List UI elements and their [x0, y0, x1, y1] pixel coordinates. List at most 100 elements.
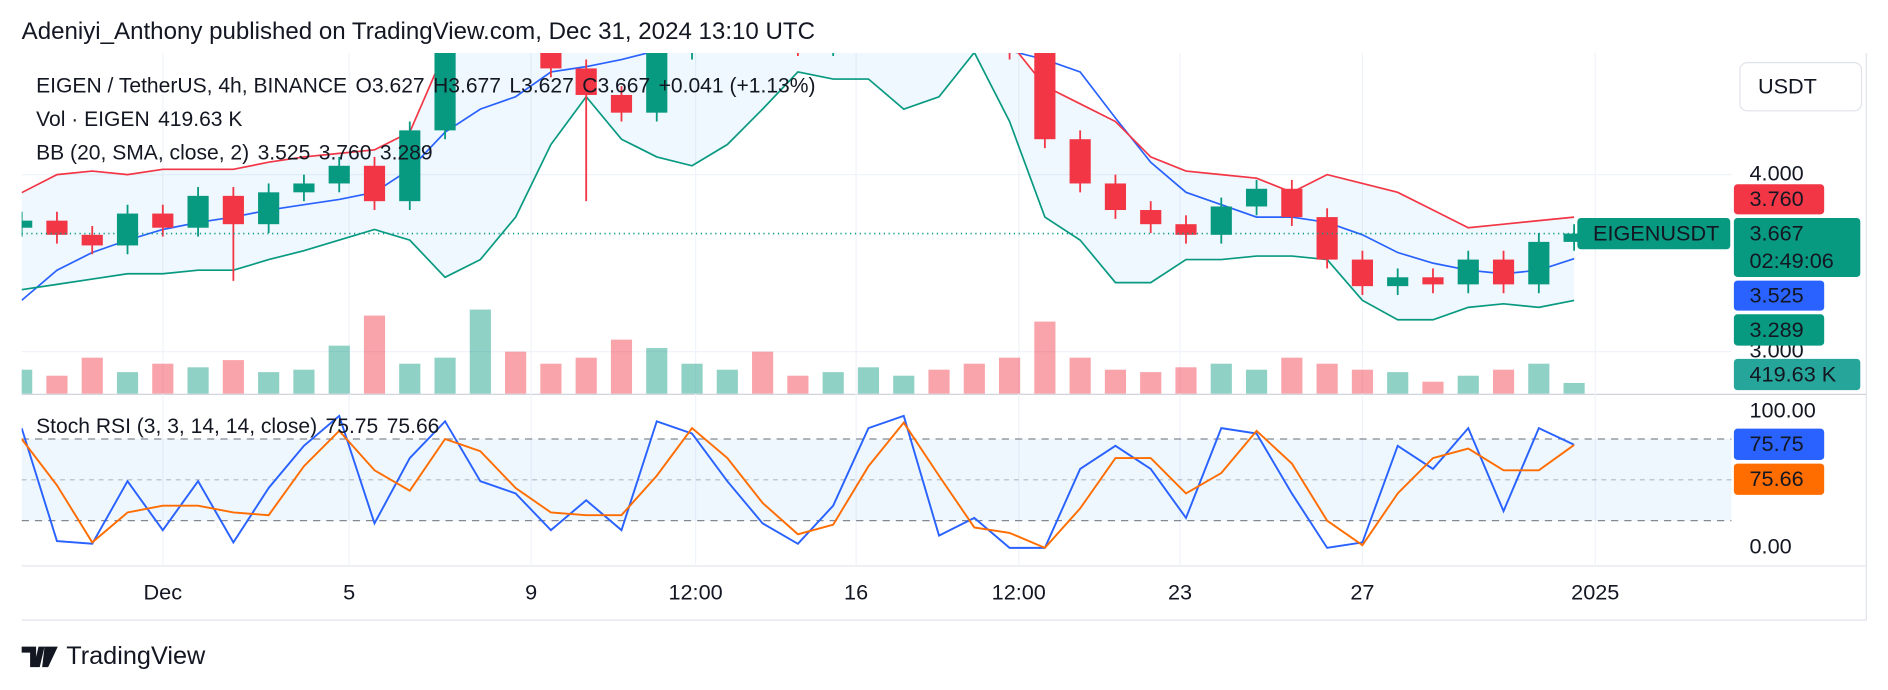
volume-bar	[1528, 363, 1550, 394]
volume-bar	[46, 375, 68, 394]
legend-ohlc: +0.041 (+1.13%)	[659, 74, 816, 97]
badge-basis: 3.525	[1750, 283, 1804, 308]
x-tick-label: 12:00	[992, 579, 1046, 604]
legend-bb-value: 3.760	[319, 142, 372, 165]
currency-button[interactable]	[1739, 62, 1863, 112]
volume-bar	[963, 363, 985, 394]
volume-bar	[1069, 357, 1091, 394]
price-pane	[21, 53, 1585, 394]
x-tick-label: 16	[844, 579, 868, 604]
volume-bar	[222, 360, 244, 394]
badge-volume-box	[1733, 358, 1861, 391]
badge-stoch-d-box	[1733, 463, 1825, 495]
candle-body	[1034, 53, 1056, 140]
y-tick-label: 0.00	[1750, 534, 1792, 559]
legend-stoch: Stoch RSI (3, 3, 14, 14, close)	[36, 415, 317, 438]
volume-bar	[822, 372, 844, 394]
x-tick-label: 23	[1168, 579, 1192, 604]
legend-volume: Vol · EIGEN	[36, 108, 150, 131]
candle-body	[21, 220, 33, 228]
volume-bar	[1563, 382, 1585, 394]
candle-body	[1422, 277, 1444, 285]
volume-bar	[152, 363, 174, 394]
volume-bar	[610, 339, 633, 394]
stoch-line	[21, 421, 1575, 550]
legend-title: EIGEN / TetherUS, 4h, BINANCE	[36, 74, 347, 97]
candle-body	[1245, 188, 1268, 207]
legend-bb-value: 3.289	[380, 142, 433, 165]
panes: Dec 5 9 12:00 16 12:00 23 27 20253.0004.0000.001…	[21, 53, 1867, 621]
candle-body	[222, 195, 244, 225]
legend-bb: BB (20, SMA, close, 2)	[36, 142, 249, 165]
volume-bar	[434, 357, 456, 394]
candle-body	[116, 213, 139, 246]
badge-stoch-k: 75.75	[1750, 431, 1804, 456]
volume-bar	[1351, 369, 1373, 394]
bollinger-line	[21, 53, 1575, 321]
volume-bar	[999, 357, 1021, 394]
volume-bar	[293, 369, 315, 394]
volume-bar	[893, 375, 915, 394]
volume-bar	[363, 315, 386, 394]
volume-bar	[1245, 369, 1268, 394]
candle-body	[1351, 259, 1373, 287]
candle-body	[540, 53, 562, 69]
volume-bar	[1104, 369, 1127, 394]
candle-body	[1069, 139, 1091, 184]
volume-bar	[1492, 369, 1515, 394]
volume-bar	[1387, 372, 1409, 394]
candle-body	[258, 192, 280, 225]
candle-body	[328, 165, 350, 184]
publisher-line: Adeniyi_Anthony published on TradingView…	[22, 18, 815, 45]
legend-ohlc: C3.667	[582, 74, 650, 97]
bollinger-fill	[21, 53, 1575, 320]
candle-body	[1281, 188, 1303, 218]
volume-bar	[469, 309, 491, 394]
candle-body	[1316, 217, 1338, 260]
volume-bar	[81, 357, 103, 394]
stoch-band	[21, 439, 1732, 521]
volume-bar	[505, 351, 527, 394]
badge-price: 3.667	[1750, 221, 1804, 246]
badge-lower-box	[1733, 314, 1825, 346]
volume-bar	[116, 372, 139, 394]
legend-ohlc: H3.677	[433, 74, 501, 97]
legend-ohlc: L3.627	[509, 74, 573, 97]
volume-bar	[752, 351, 774, 394]
volume-bar	[1457, 375, 1479, 394]
candle-body	[1140, 210, 1162, 225]
candle-body	[575, 68, 597, 95]
badge-lower: 3.289	[1750, 317, 1804, 342]
badge-symbol-box	[1577, 217, 1731, 250]
x-tick-label: 12:00	[668, 579, 722, 604]
candle-body	[434, 53, 456, 131]
badge-countdown: 02:49:06	[1750, 248, 1834, 273]
candle-body	[81, 234, 103, 246]
x-tick-label: Dec	[144, 579, 183, 604]
volume-bar	[1210, 363, 1232, 394]
y-tick-label: 100.00	[1750, 398, 1816, 423]
volume-bar	[328, 345, 350, 394]
candle-body	[293, 183, 315, 193]
volume-bar	[21, 369, 33, 394]
brand-name: TradingView	[66, 642, 206, 670]
volume-bar	[928, 369, 950, 394]
volume-bar	[1034, 321, 1056, 394]
stoch-pane	[21, 414, 1732, 550]
stoch-line	[21, 414, 1575, 549]
candle-body	[1492, 259, 1515, 285]
candle-body	[610, 94, 633, 113]
volume-bar	[716, 369, 738, 394]
volume-bar	[1175, 367, 1197, 394]
badge-stoch-d: 75.66	[1750, 466, 1804, 491]
volume-bar	[857, 367, 880, 394]
badge-upper-box	[1733, 184, 1825, 215]
candle-body	[363, 165, 386, 202]
badge-basis-box	[1733, 280, 1825, 311]
badge-price-box	[1733, 217, 1861, 277]
bollinger-line	[21, 53, 1575, 229]
volume-bar	[646, 348, 668, 394]
badge-stoch-k-box	[1733, 428, 1825, 460]
candle-body	[1210, 206, 1232, 235]
